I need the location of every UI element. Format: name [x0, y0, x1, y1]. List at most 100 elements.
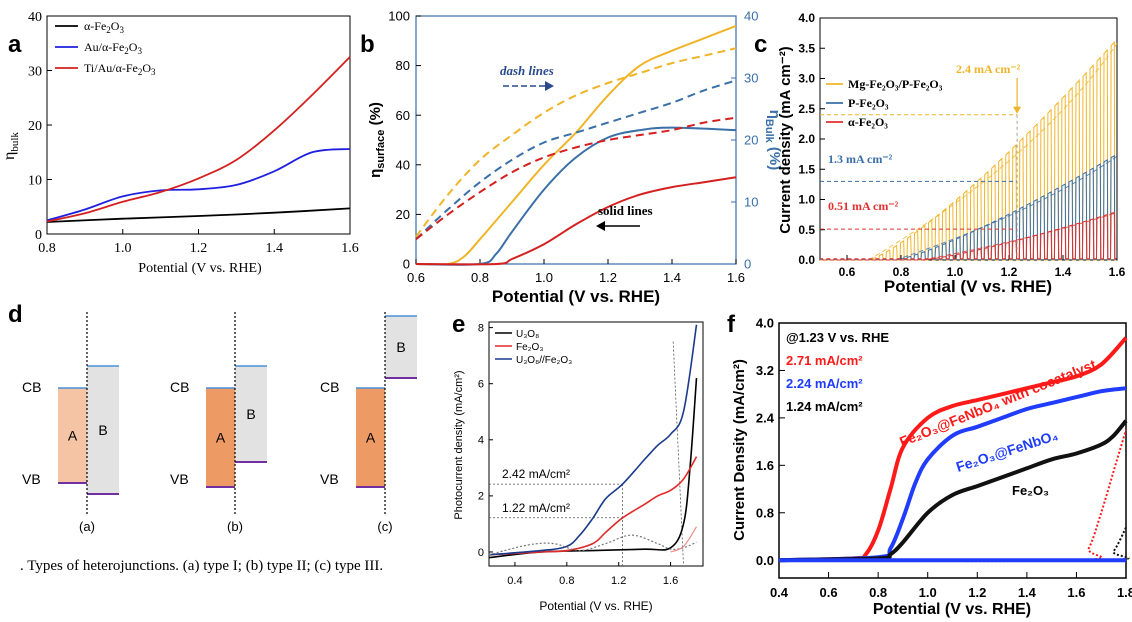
dark-trace-red	[670, 526, 698, 553]
sublabel: (b)	[227, 519, 243, 534]
band-b-label: B	[246, 406, 255, 422]
x-tick-label: 1.4	[266, 241, 284, 256]
y-tick-label: 3.0	[798, 72, 815, 86]
annotation-2-4: 2.4 mA cm⁻²	[956, 62, 1021, 76]
series-chopped-1	[820, 154, 1117, 261]
panel-b-xticks: 0.6 0.8 1.0 1.2 1.4 1.6	[407, 259, 745, 285]
band-b-block	[385, 316, 417, 378]
panel-f-value-1: 2.71 mA/cm²	[786, 353, 863, 368]
x-tick-label: 1.2	[1001, 265, 1018, 279]
cb-label: CB	[22, 379, 41, 395]
band-b-block	[235, 366, 267, 462]
y-tick-label: 4	[478, 435, 484, 447]
panel-b-yticks-left: 0 20 40 60 80 100	[388, 9, 421, 272]
x-tick-label: 0.8	[559, 575, 574, 587]
y-tick-label: 1.0	[798, 193, 815, 207]
panel-c-xlabel: Potential (V vs. RHE)	[884, 277, 1052, 296]
series-envelope-2	[922, 212, 1118, 261]
panel-c-series	[820, 40, 1118, 261]
y-tick-label: 8	[478, 322, 484, 334]
series-line-0	[778, 336, 1128, 563]
legend-label: U₃O₈//Fe₂O₃	[516, 355, 572, 366]
legend-label: U₃O₈	[516, 329, 539, 340]
panel-d-diagrams: CB VB A B (a) CB VB A B (b) CB VB A B (c)	[22, 312, 417, 534]
panel-b-note-solid: solid lines	[598, 203, 653, 218]
x-tick-label: 1.6	[1067, 585, 1085, 600]
panel-a-series	[46, 56, 351, 223]
panel-f-series	[778, 336, 1130, 563]
panel-e-series	[488, 324, 698, 559]
band-a-label: A	[366, 430, 376, 446]
series-line-3	[415, 47, 737, 238]
panel-f-xlabel: Potential (V vs. RHE)	[873, 601, 1031, 618]
y-tick-label: 4.0	[798, 11, 815, 25]
panel-c: c 0.0 0.5 1.0 1.5 2.0 2.5 3.0 3.5 4.0 0.6 0.8 1.0 1…	[754, 11, 1126, 296]
x-tick-label: 1.4	[1055, 265, 1072, 279]
panel-b-label: b	[360, 31, 375, 58]
band-a-label: A	[216, 430, 226, 446]
panel-e-label: e	[452, 311, 465, 338]
panel-b-xlabel: Potential (V vs. RHE)	[492, 287, 660, 306]
panel-e-ylabel: Photocurrent density (mA/cm²)	[453, 370, 465, 519]
panel-a-xlabel: Potential (V vs. RHE)	[138, 261, 262, 276]
panel-f-value-3: 1.24 mA/cm²	[786, 399, 863, 414]
x-tick-label: 1.6	[727, 270, 745, 285]
panel-f-curve-label-3: Fe₂O₃	[1012, 483, 1049, 498]
guide-onset	[672, 341, 684, 567]
series-line-1	[488, 456, 698, 556]
x-tick-label: 1.2	[599, 270, 617, 285]
panel-e-frame	[488, 321, 704, 567]
series-line-2	[415, 176, 737, 266]
x-tick-label: 0.8	[869, 585, 887, 600]
panel-c-yticks: 0.0 0.5 1.0 1.5 2.0 2.5 3.0 3.5 4.0	[798, 11, 825, 267]
panel-e-guides	[489, 341, 684, 567]
y-tick-label: 40	[396, 157, 410, 172]
x-tick-label: 1.0	[919, 585, 937, 600]
panel-e-yticks: 0 2 4 6 8	[478, 322, 493, 559]
x-tick-label: 1.4	[1018, 585, 1037, 600]
series-envelope-1	[895, 155, 1118, 261]
panel-d: d CB VB A B (a) CB VB A B (b) CB VB A B (c) . Types of…	[8, 301, 417, 574]
y-tick-label: 40	[28, 10, 42, 25]
x-tick-label: 0.6	[407, 270, 425, 285]
panel-f-curve-label-2: Fe₂O₃@FeNbO₄	[954, 427, 1060, 475]
panel-a-xticks: 0.8 1.0 1.2 1.4 1.6	[38, 229, 359, 256]
series-line-2	[778, 419, 1128, 563]
x-tick-label: 0.4	[770, 585, 789, 600]
y-tick-label: 20	[396, 207, 410, 222]
y-tick-label: 0.8	[756, 505, 774, 520]
panel-b-ylabel-left: ηsurface (%)	[367, 102, 387, 178]
panel-e: e 0 2 4 6 8 0.4 0.8 1.2 1.6 Photocurrent densit…	[452, 311, 704, 613]
panel-f-frame	[778, 322, 1127, 579]
y-tick-label: 10	[28, 173, 42, 188]
panel-b-dash-arrowhead	[545, 81, 554, 91]
annotation-0-51: 0.51 mA cm⁻²	[828, 199, 899, 213]
y-tick-label: 100	[388, 9, 410, 24]
panel-d-label: d	[8, 301, 23, 328]
x-tick-label: 1.2	[190, 241, 208, 256]
y-tick-label: 30	[28, 64, 42, 79]
x-tick-label: 1.0	[947, 265, 964, 279]
y-tick-label: 4.0	[756, 316, 774, 331]
y-tick-label: 6	[478, 379, 484, 391]
legend-label: Ti/Au/α-Fe2O3	[84, 61, 156, 77]
y-tick-label: 1.6	[756, 458, 774, 473]
annotation-1-3: 1.3 mA cm⁻²	[828, 152, 893, 166]
y-tick-label: 40	[744, 9, 758, 24]
x-tick-label: 1.4	[663, 270, 681, 285]
panel-f-yticks: 0.0 0.8 1.6 2.4 3.2 4.0	[756, 316, 785, 568]
x-tick-label: 0.8	[893, 265, 910, 279]
y-tick-label: 2.4	[756, 410, 775, 425]
x-tick-label: 1.0	[535, 270, 553, 285]
y-tick-label: 20	[28, 119, 42, 134]
series-line-1	[46, 148, 351, 222]
x-tick-label: 0.8	[471, 270, 489, 285]
y-tick-label: 0.5	[798, 223, 815, 237]
series-envelope-0	[868, 43, 1118, 261]
panel-f-value-2: 2.24 mA/cm²	[786, 376, 863, 391]
sublabel: (c)	[377, 519, 392, 534]
panel-f-xticks: 0.4 0.6 0.8 1.0 1.2 1.4 1.6 1.8	[770, 572, 1132, 600]
legend-label: P-Fe₂O₃	[848, 96, 889, 110]
y-tick-label: 3.5	[798, 41, 815, 55]
